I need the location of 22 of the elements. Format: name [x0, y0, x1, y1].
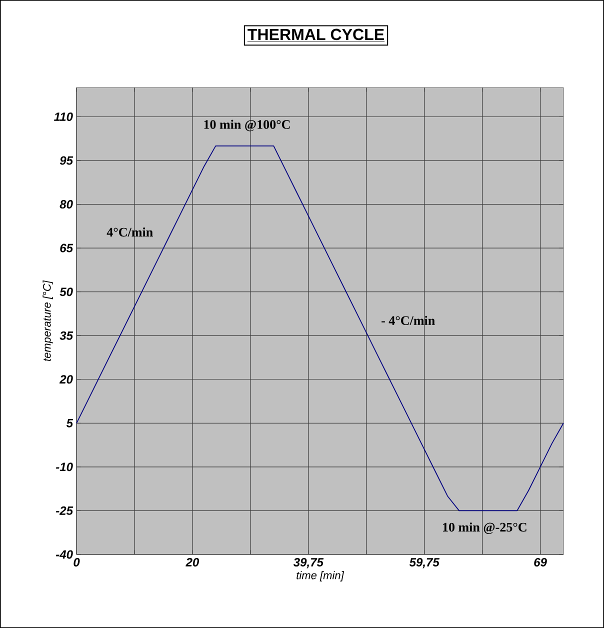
y-tick-label: 95: [60, 156, 74, 165]
y-tick-label: 65: [60, 244, 74, 252]
y-tick-label: 35: [60, 331, 74, 340]
annotation: 4°C/min: [106, 227, 153, 237]
annotation: 10 min @100°C: [204, 120, 290, 132]
chart-title: THERMAL CYCLE: [248, 28, 384, 40]
x-tick-label: 0: [74, 558, 80, 567]
x-tick-label: 20: [186, 558, 200, 567]
x-tick-label: 39,75: [293, 558, 324, 568]
x-tick-label: 59,75: [409, 558, 440, 568]
y-tick-label: 110: [54, 112, 73, 121]
y-tick-label: 50: [60, 288, 73, 296]
y-tick-label: 20: [59, 375, 73, 384]
y-tick-label: 5: [66, 418, 74, 428]
y-tick-label: -40: [56, 550, 73, 559]
x-axis-title: time [min]: [296, 571, 344, 582]
y-tick-label: 80: [60, 200, 73, 209]
annotation: 10 min @-25°C: [443, 522, 526, 534]
y-axis-title: temperature [°C]: [42, 280, 53, 361]
y-tick-label: -10: [56, 462, 73, 472]
x-tick-label: 69: [534, 558, 547, 567]
y-tick-label: -25: [56, 506, 74, 515]
